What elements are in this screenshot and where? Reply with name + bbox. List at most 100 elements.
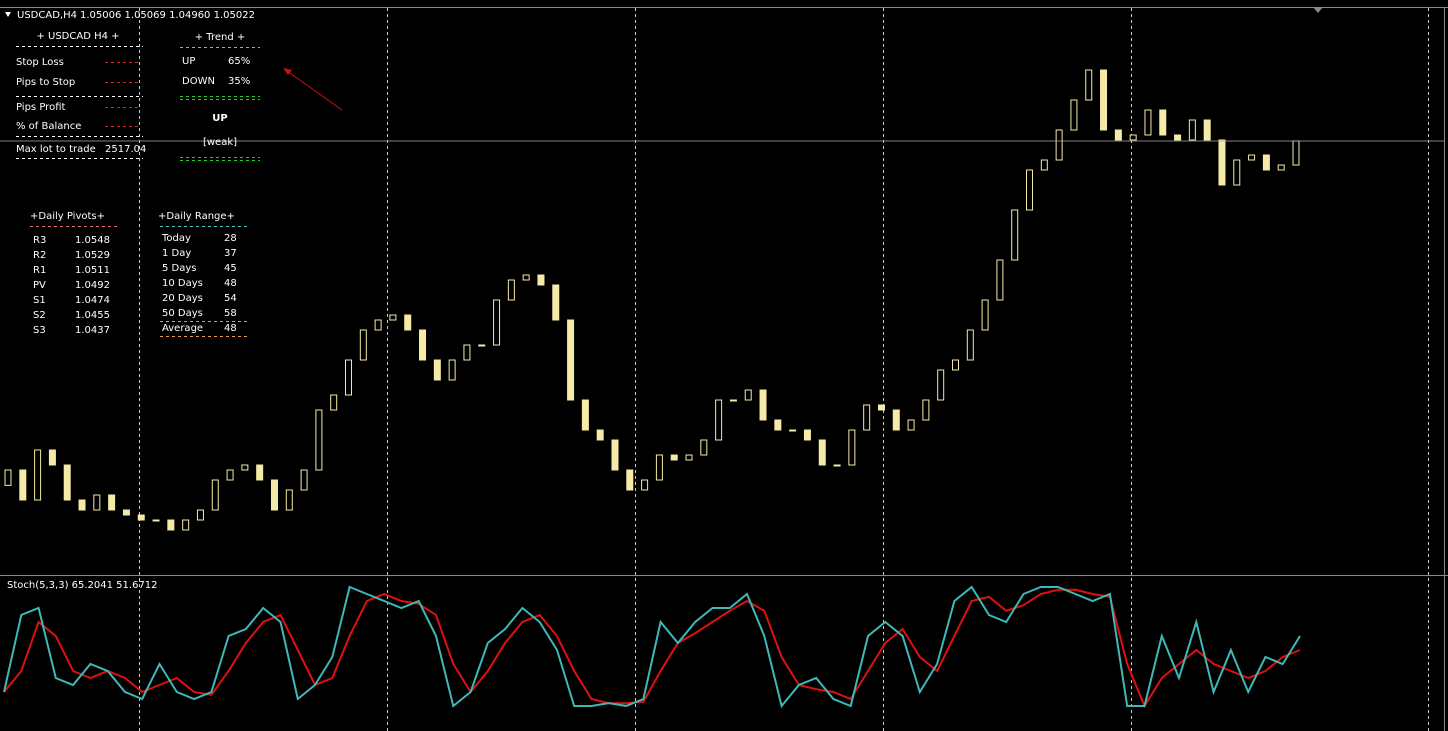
candle	[567, 319, 575, 401]
candle	[330, 394, 338, 411]
candle	[300, 469, 308, 491]
candle	[345, 359, 353, 396]
stochastic-panel	[3, 585, 1301, 709]
candle	[433, 359, 441, 381]
candle	[877, 404, 885, 411]
candle	[789, 429, 797, 432]
candle	[404, 314, 412, 331]
candle	[315, 409, 323, 471]
candle	[78, 499, 86, 511]
pivot-label: S3	[33, 325, 46, 336]
candle	[108, 494, 116, 511]
range-average-label: Average	[162, 323, 203, 334]
trend-strength: [weak]	[203, 137, 237, 148]
trend-title: + Trend +	[195, 32, 245, 43]
candle	[1100, 69, 1108, 131]
range-value: 37	[224, 248, 237, 259]
candle	[1070, 99, 1078, 131]
candle	[1262, 154, 1270, 171]
candle	[19, 469, 27, 501]
candle	[285, 489, 293, 511]
arrow-line	[286, 70, 343, 111]
account-label: Pips to Stop	[16, 77, 75, 88]
candle	[907, 419, 915, 431]
candle	[1114, 129, 1122, 141]
candle	[1292, 140, 1300, 166]
range-label: 5 Days	[162, 263, 197, 274]
stoch-line	[3, 588, 1301, 709]
candle	[478, 344, 486, 347]
candle	[493, 299, 501, 346]
pivot-value: 1.0455	[75, 310, 110, 321]
candle	[241, 464, 249, 471]
candle	[359, 329, 367, 361]
candle	[1011, 209, 1019, 261]
range-value: 58	[224, 308, 237, 319]
range-value: 48	[224, 278, 237, 289]
pivot-value: 1.0492	[75, 280, 110, 291]
candle	[1248, 154, 1256, 161]
candle	[863, 404, 871, 431]
candle	[507, 279, 515, 301]
candle	[996, 259, 1004, 301]
range-value: 28	[224, 233, 237, 244]
menu-arrow	[5, 12, 11, 17]
candle	[922, 399, 930, 421]
candle	[937, 369, 945, 401]
candle	[1203, 119, 1211, 141]
candle	[744, 389, 752, 401]
stoch-line	[3, 585, 1301, 709]
range-label: 1 Day	[162, 248, 191, 259]
pivot-value: 1.0529	[75, 250, 110, 261]
candle	[4, 469, 12, 486]
trend-up: 65%	[228, 56, 250, 67]
indicator-label: Stoch(5,3,3) 65.2041 51.6712	[7, 580, 158, 591]
trend-up-label: UP	[182, 56, 195, 67]
candle	[670, 454, 678, 461]
candle	[1277, 164, 1285, 171]
candle	[93, 494, 101, 511]
candle	[715, 399, 723, 441]
candle	[581, 399, 589, 431]
candle	[448, 359, 456, 381]
candle	[34, 449, 42, 501]
candle	[774, 419, 782, 431]
candle	[1174, 134, 1182, 141]
candle	[63, 464, 71, 501]
range-label: 20 Days	[162, 293, 203, 304]
candle	[196, 509, 204, 521]
candle	[552, 284, 560, 321]
candle	[211, 479, 219, 511]
candle	[685, 454, 693, 461]
candle	[818, 439, 826, 466]
ohlc: 1.05006 1.05069 1.04960 1.05022	[80, 10, 255, 21]
symbol: USDCAD,H4	[17, 10, 77, 21]
candle	[226, 469, 234, 481]
candle	[122, 509, 130, 516]
account-label: % of Balance	[16, 121, 81, 132]
candle	[803, 429, 811, 441]
pivot-label: S2	[33, 310, 46, 321]
candle	[641, 479, 649, 491]
candle	[137, 514, 145, 521]
candle	[833, 464, 841, 467]
trend-down-label: DOWN	[182, 76, 215, 87]
candle	[463, 344, 471, 361]
pivot-label: R1	[33, 265, 46, 276]
candle	[892, 409, 900, 431]
candle	[522, 274, 530, 281]
panel-title: + USDCAD H4 +	[36, 31, 119, 42]
pivot-value: 1.0474	[75, 295, 110, 306]
pivots-title: +Daily Pivots+	[30, 211, 105, 222]
candle	[167, 519, 175, 531]
overlay: + USDCAD H4 + Stop Loss Pips to Stop Pips P…	[16, 31, 343, 337]
trend-signal: UP	[212, 113, 227, 124]
pivot-value: 1.0437	[75, 325, 110, 336]
range-label: 50 Days	[162, 308, 203, 319]
max-lot: 2517.04	[105, 144, 146, 155]
candle	[729, 399, 737, 402]
candle	[389, 314, 397, 321]
range-average: 48	[224, 323, 237, 334]
